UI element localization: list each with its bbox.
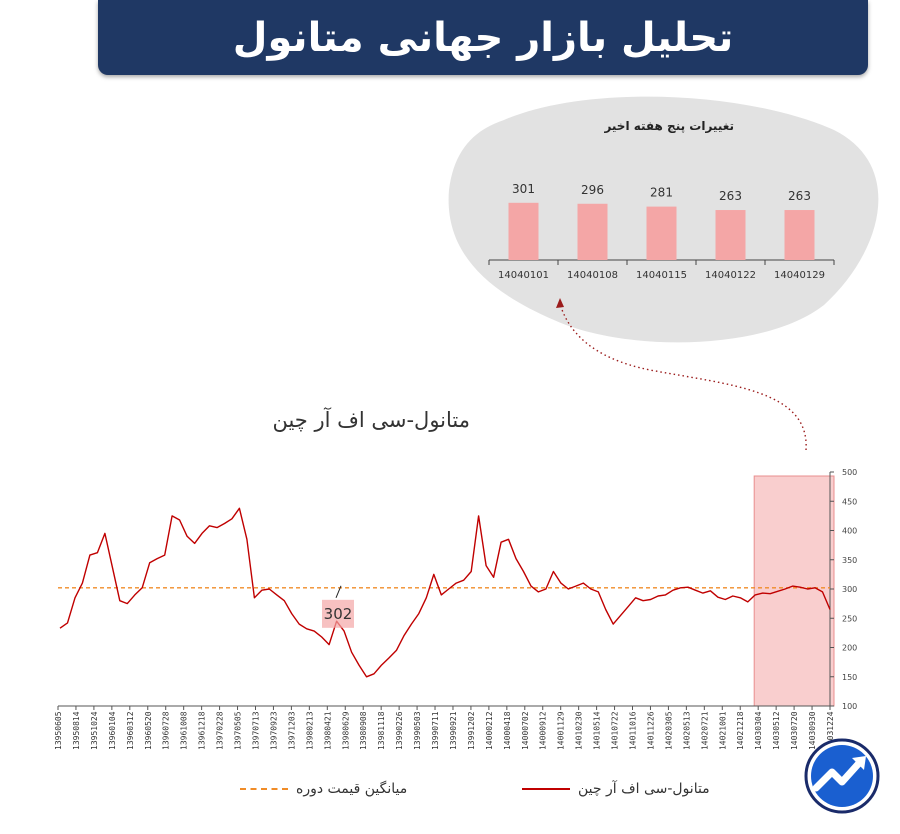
x-tick-label: 14020721 (700, 711, 709, 750)
legend-series-swatch (522, 788, 570, 790)
y-tick-label: 300 (842, 585, 857, 594)
inset-bar-value-label: 301 (512, 182, 535, 196)
x-tick-label: 13990921 (449, 711, 458, 750)
x-tick-label: 14021218 (736, 711, 745, 750)
series-line (59, 507, 831, 678)
x-tick-label: 13950814 (72, 711, 81, 750)
x-tick-label: 14000212 (485, 711, 494, 750)
x-tick-label: 13960104 (108, 711, 117, 750)
x-tick-label: 13971203 (287, 711, 296, 750)
connector-arrow (556, 298, 807, 451)
y-tick-label: 250 (842, 614, 857, 623)
x-tick-label: 14010514 (593, 711, 602, 750)
x-tick-label: 14000418 (503, 711, 512, 750)
x-tick-label: 14030930 (808, 711, 817, 750)
inset-category-label: 14040129 (774, 270, 825, 281)
x-tick-label: 13991202 (467, 711, 476, 750)
inset-category-label: 14040122 (705, 270, 756, 281)
x-tick-label: 14020305 (664, 711, 673, 750)
x-tick-label: 14000702 (521, 711, 530, 750)
x-tick-label: 13961008 (180, 711, 189, 750)
x-tick-label: 13990503 (413, 711, 422, 750)
x-tick-label: 13960312 (126, 711, 135, 750)
y-tick-label: 450 (842, 497, 857, 506)
y-tick-label: 500 (842, 468, 857, 477)
x-tick-label: 14000912 (539, 711, 548, 750)
x-tick-label: 14031224 (826, 711, 835, 750)
inset-category-label: 14040115 (636, 270, 687, 281)
brand-logo-icon (804, 738, 880, 814)
legend-average-label: میانگین قیمت دوره (296, 781, 408, 797)
inset-bar (577, 203, 608, 260)
inset-bar-value-label: 281 (650, 186, 673, 200)
legend-average: میانگین قیمت دوره (240, 778, 407, 800)
x-tick-label: 14010230 (575, 711, 584, 750)
x-tick-label: 14001129 (557, 711, 566, 750)
x-tick-label: 13951024 (90, 711, 99, 750)
average-callout-label: 302 (324, 605, 353, 623)
x-tick-label: 14021001 (718, 711, 727, 750)
inset-bar-value-label: 296 (581, 183, 604, 197)
x-tick-label: 13990711 (431, 711, 440, 750)
y-tick-label: 200 (842, 644, 857, 653)
x-tick-label: 13970923 (269, 711, 278, 750)
x-tick-label: 14010722 (611, 711, 620, 750)
inset-panel: تغییرات پنج هفته اخیر 301 14040101 296 1404… (444, 90, 884, 350)
x-tick-label: 13980421 (323, 711, 332, 750)
connector-path (559, 303, 807, 451)
inset-bar (508, 202, 539, 260)
x-tick-label: 14030720 (790, 711, 799, 750)
x-tick-label: 14011016 (629, 711, 638, 750)
legend-series-label: متانول-سی اف آر چین (578, 781, 710, 797)
average-callout-leader (335, 585, 342, 599)
inset-category-label: 14040108 (567, 270, 618, 281)
x-tick-label: 13970713 (251, 711, 260, 750)
x-tick-label: 13980629 (341, 711, 350, 750)
legend-series: متانول-سی اف آر چین (522, 778, 710, 800)
inset-bar (646, 206, 677, 260)
x-tick-label: 13970228 (216, 711, 225, 750)
x-tick-label: 14020513 (682, 711, 691, 750)
header-banner: تحلیل بازار جهانی متانول (98, 0, 868, 75)
y-tick-label: 100 (842, 702, 857, 711)
connector-arrowhead-icon (556, 298, 564, 308)
inset-bar (715, 210, 746, 260)
x-tick-label: 13990226 (395, 711, 404, 750)
x-tick-label: 13960520 (144, 711, 153, 750)
x-tick-label: 13981118 (377, 711, 386, 750)
inset-bar-chart: تغییرات پنج هفته اخیر 301 14040101 296 1404… (448, 96, 879, 343)
inset-bar-value-label: 263 (719, 189, 742, 203)
legend-average-swatch (240, 788, 288, 790)
y-tick-label: 400 (842, 527, 857, 536)
inset-title: تغییرات پنج هفته اخیر (603, 119, 734, 133)
inset-category-label: 14040101 (498, 270, 549, 281)
x-tick-label: 13980213 (305, 711, 314, 750)
x-tick-label: 13961218 (198, 711, 207, 750)
main-line-chart: 13950605 13950814 13951024 13960104 13960312… (54, 468, 857, 750)
header-title: تحلیل بازار جهانی متانول (232, 14, 734, 61)
x-tick-label: 13950605 (54, 711, 63, 750)
main-chart-title: متانول-سی اف آر چین (272, 408, 470, 432)
x-tick-label: 14011226 (646, 711, 655, 750)
x-tick-label: 13960728 (162, 711, 171, 750)
x-tick-label: 14030304 (754, 711, 763, 750)
inset-bar (784, 210, 815, 260)
x-tick-label: 13980908 (359, 711, 368, 750)
inset-bar-value-label: 263 (788, 189, 811, 203)
x-tick-label: 14030512 (772, 711, 781, 750)
x-tick-label: 13970505 (234, 711, 243, 750)
y-tick-label: 350 (842, 556, 857, 565)
average-callout-box (322, 599, 354, 628)
y-tick-label: 150 (842, 673, 857, 682)
